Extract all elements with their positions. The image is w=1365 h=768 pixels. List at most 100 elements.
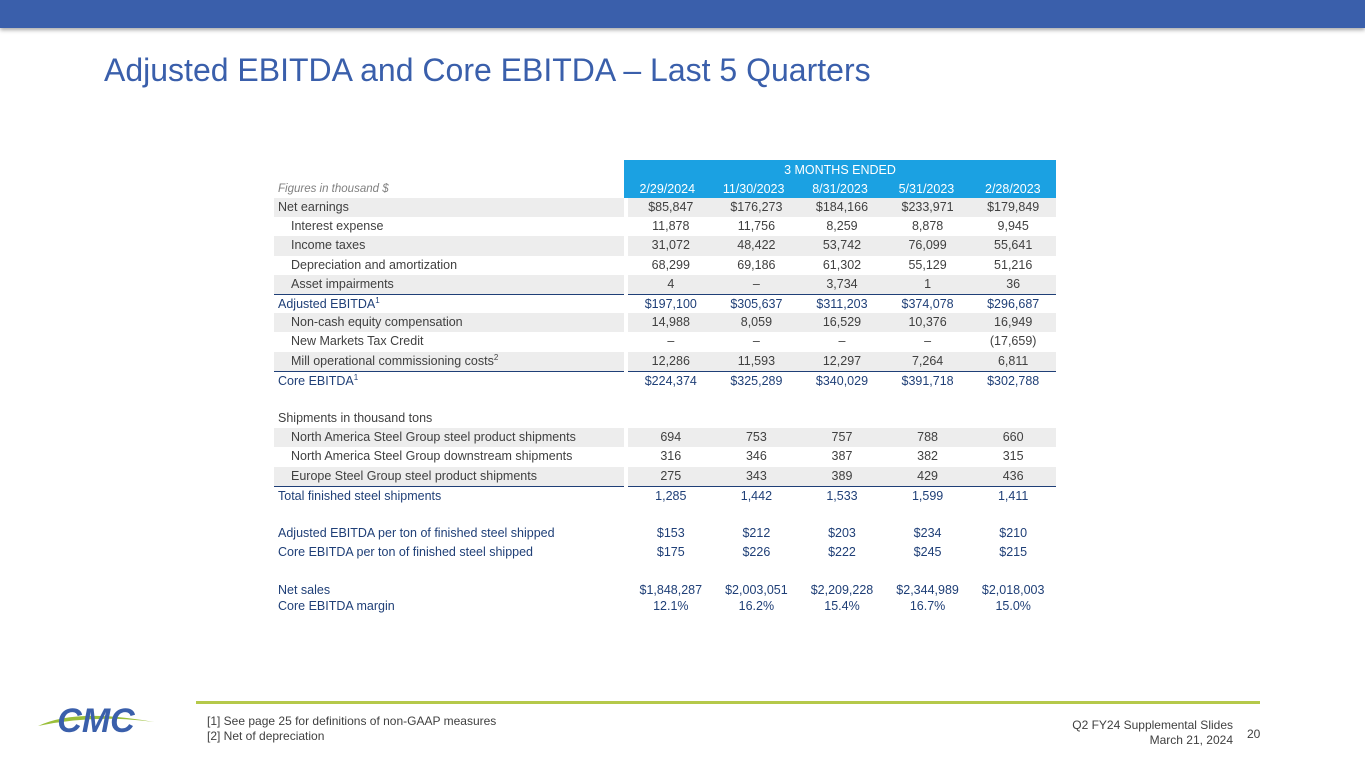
cell: $222 [828, 545, 856, 560]
cell: $325,289 [730, 373, 783, 388]
cell: $391,718 [901, 373, 954, 388]
cell: $233,971 [901, 200, 954, 214]
cell: $210 [999, 526, 1028, 541]
table-row-total-shipments: Total finished steel shipments 1,285 1,4… [274, 485, 1056, 505]
cell: 12.1% [653, 598, 689, 613]
cell: 12,297 [822, 353, 862, 368]
row-label: Total finished steel shipments [274, 485, 624, 505]
table-row-depreciation: Depreciation and amortization 68,299 69,… [274, 256, 1056, 275]
cell: 16.7% [909, 598, 946, 613]
row-label: New Markets Tax Credit [291, 334, 424, 349]
row-label: Mill operational commissioning costs2 [274, 351, 624, 371]
cell: 6,811 [997, 353, 1029, 368]
row-label: Core EBITDA per ton of finished steel sh… [278, 545, 534, 560]
cell: 4 [667, 276, 675, 291]
cell: $302,788 [987, 373, 1040, 388]
cell: 275 [660, 468, 682, 483]
cell: $2,209,228 [810, 582, 874, 597]
cell: 76,099 [908, 238, 947, 253]
units-label: Figures in thousand $ [278, 182, 389, 195]
cell: 31,072 [651, 238, 690, 253]
table-row-nmtc: New Markets Tax Credit – – – – (17,659) [274, 332, 1056, 351]
cell: 51,216 [994, 257, 1033, 272]
table-row-na-steel-product: North America Steel Group steel product … [274, 428, 1056, 448]
cell: 10,376 [908, 315, 947, 330]
cell: – [752, 334, 760, 349]
cell: 11,593 [737, 353, 776, 368]
cell: 14,988 [651, 315, 690, 330]
cell: $176,273 [730, 200, 783, 214]
cell: $296,687 [987, 296, 1040, 311]
cell: 16,529 [822, 315, 862, 330]
footnotes: [1] See page 25 for definitions of non-G… [207, 714, 496, 744]
row-label: Non-cash equity compensation [274, 313, 624, 333]
cell: $2,344,989 [896, 582, 959, 597]
page-title: Adjusted EBITDA and Core EBITDA – Last 5… [104, 52, 871, 88]
table-row-europe-steel: Europe Steel Group steel product shipmen… [274, 466, 1056, 486]
cell: $85,847 [648, 200, 694, 214]
table-row-noncash-equity: Non-cash equity compensation 14,988 8,05… [274, 313, 1056, 333]
period-header-row: 3 MONTHS ENDED [274, 160, 1056, 179]
row-label: Depreciation and amortization [291, 257, 458, 272]
column-header: 2/29/2024 [639, 181, 696, 196]
deck-title: Q2 FY24 Supplemental Slides [1072, 718, 1233, 732]
cell: 11,878 [652, 219, 690, 234]
cell: $340,029 [815, 373, 869, 388]
footer-info: Q2 FY24 Supplemental Slides March 21, 20… [1072, 718, 1233, 748]
cell: – [924, 334, 932, 349]
row-label: Asset impairments [274, 274, 624, 294]
table-row-interest-expense: Interest expense 11,878 11,756 8,259 8,8… [274, 217, 1056, 236]
cell: 68,299 [651, 257, 690, 272]
cell: $374,078 [901, 296, 954, 311]
footnote-marker: 2 [493, 352, 499, 362]
spacer [274, 563, 1056, 582]
cell: 694 [660, 430, 682, 445]
row-label: Shipments in thousand tons [278, 411, 433, 426]
column-header: 8/31/2023 [812, 181, 868, 196]
cell: 8,059 [740, 315, 773, 330]
cell: $311,203 [816, 296, 868, 311]
cell: 788 [917, 430, 938, 445]
row-label: Adjusted EBITDA1 [274, 293, 624, 313]
cell: 55,129 [908, 257, 947, 272]
table-row-adj-per-ton: Adjusted EBITDA per ton of finished stee… [274, 524, 1056, 543]
cell: $226 [742, 545, 771, 560]
cell: 382 [917, 449, 938, 464]
table-row-mill-costs: Mill operational commissioning costs2 12… [274, 351, 1056, 371]
table-row-adjusted-ebitda: Adjusted EBITDA1 $197,100 $305,637 $311,… [274, 293, 1056, 313]
cell: – [667, 334, 675, 349]
cell: $2,003,051 [725, 582, 788, 597]
footnote: [1] See page 25 for definitions of non-G… [207, 714, 497, 728]
table-row-asset-impairments: Asset impairments 4 – 3,734 1 36 [274, 274, 1056, 294]
cell: $234 [913, 526, 942, 541]
cell: 346 [745, 449, 767, 464]
row-label: North America Steel Group steel product … [274, 428, 624, 448]
table-row-net-sales: Net sales $1,848,287 $2,003,051 $2,209,2… [274, 582, 1056, 598]
footnote-marker: 1 [353, 372, 359, 382]
page-number: 20 [1247, 727, 1261, 741]
cell: $1,848,287 [639, 582, 703, 597]
table-row-net-earnings: Net earnings $85,847 $176,273 $184,166 $… [274, 198, 1056, 218]
column-header: 11/30/2023 [722, 181, 785, 196]
logo-swoosh [38, 715, 154, 726]
cell: (17,659) [989, 334, 1037, 349]
cell: $197,100 [644, 296, 697, 311]
footnote-marker: 1 [375, 295, 380, 305]
deck-date: March 21, 2024 [1149, 733, 1233, 747]
cell: 1,599 [911, 488, 944, 503]
cell: 8,878 [911, 219, 944, 234]
cell: 1,442 [740, 488, 773, 503]
cell: – [838, 334, 846, 349]
cell: $2,018,003 [981, 582, 1045, 597]
cell: – [752, 276, 760, 291]
footer-divider [196, 701, 1260, 704]
cmc-logo: CMC [38, 702, 154, 740]
cell: 429 [917, 468, 938, 483]
cell: $245 [913, 545, 942, 560]
cell: 12,286 [651, 353, 690, 368]
cell: 316 [660, 449, 682, 464]
cell: $153 [656, 526, 685, 541]
cell: $212 [742, 526, 771, 541]
cell: 315 [1002, 449, 1024, 464]
column-header-row: Figures in thousand $ 2/29/2024 11/30/20… [274, 179, 1056, 198]
